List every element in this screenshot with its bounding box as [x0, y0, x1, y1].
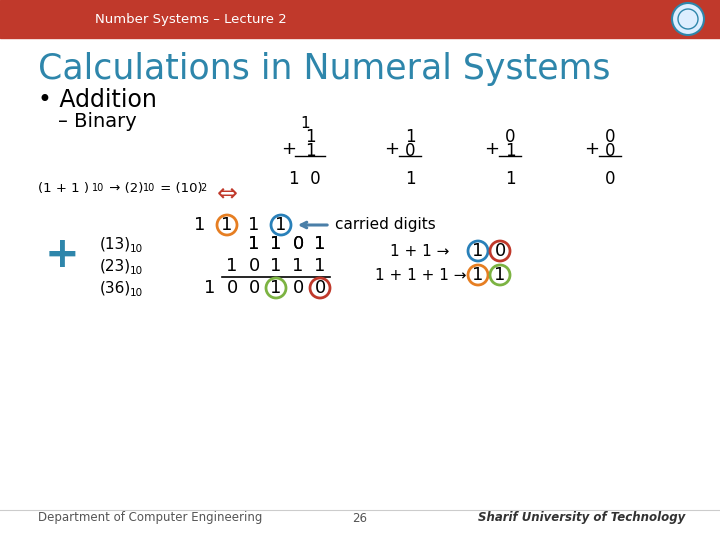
Text: +: + [384, 140, 400, 158]
Text: 1: 1 [505, 142, 516, 160]
Text: 1: 1 [275, 216, 287, 234]
Text: → (2): → (2) [105, 182, 143, 195]
Text: (36): (36) [100, 280, 131, 295]
Text: 0: 0 [226, 279, 238, 297]
Text: 1: 1 [292, 257, 304, 275]
Text: 1: 1 [405, 128, 415, 146]
Text: 1: 1 [315, 235, 325, 253]
Text: 10: 10 [130, 288, 143, 298]
Text: 0: 0 [292, 235, 304, 253]
Text: Department of Computer Engineering: Department of Computer Engineering [38, 511, 262, 524]
Text: 1: 1 [300, 116, 310, 131]
Text: 1: 1 [248, 235, 260, 253]
Bar [0, 0, 720, 38]
Text: 1: 1 [204, 279, 216, 297]
Text: Number Systems – Lecture 2: Number Systems – Lecture 2 [95, 12, 287, 25]
Text: 1: 1 [270, 235, 282, 253]
Text: 1  0: 1 0 [289, 170, 321, 188]
Text: +: + [485, 140, 500, 158]
Text: +: + [585, 140, 600, 158]
Text: 1: 1 [405, 170, 415, 188]
Text: 2: 2 [200, 183, 206, 193]
Text: 1: 1 [315, 235, 325, 253]
Text: Calculations in Numeral Systems: Calculations in Numeral Systems [38, 52, 611, 86]
Text: 10: 10 [143, 183, 156, 193]
Text: 0: 0 [292, 235, 304, 253]
Text: 1: 1 [226, 257, 238, 275]
Text: 0: 0 [405, 142, 415, 160]
Text: 0: 0 [605, 170, 616, 188]
Text: 1: 1 [305, 128, 315, 146]
Text: ⇔: ⇔ [217, 181, 238, 205]
Text: 1 + 1 + 1 →: 1 + 1 + 1 → [375, 267, 467, 282]
Text: Sharif University of Technology: Sharif University of Technology [478, 511, 685, 524]
Text: 1: 1 [248, 235, 260, 253]
Text: 1: 1 [194, 216, 206, 234]
Text: (23): (23) [100, 259, 131, 273]
Text: 1: 1 [315, 257, 325, 275]
Text: 0: 0 [248, 279, 260, 297]
Text: 1: 1 [305, 142, 315, 160]
Text: 0: 0 [605, 128, 616, 146]
Text: 1: 1 [270, 235, 282, 253]
Text: 0: 0 [292, 279, 304, 297]
Text: 1: 1 [472, 266, 484, 284]
Text: 1: 1 [270, 257, 282, 275]
Text: +: + [282, 140, 297, 158]
Text: 1 + 1 →: 1 + 1 → [390, 244, 449, 259]
Text: 0: 0 [605, 142, 616, 160]
Text: 1: 1 [505, 170, 516, 188]
Text: (1 + 1 ): (1 + 1 ) [38, 182, 89, 195]
Text: 10: 10 [92, 183, 104, 193]
Text: 0: 0 [248, 257, 260, 275]
Text: carried digits: carried digits [335, 218, 436, 233]
Text: 0: 0 [495, 242, 505, 260]
Text: 0: 0 [505, 128, 516, 146]
Text: • Addition: • Addition [38, 88, 157, 112]
Circle shape [672, 3, 704, 35]
Text: 1: 1 [495, 266, 505, 284]
Text: 0: 0 [315, 279, 325, 297]
Text: 1: 1 [248, 216, 260, 234]
Text: 10: 10 [130, 244, 143, 254]
Text: (13): (13) [100, 237, 131, 252]
Text: = (10): = (10) [156, 182, 202, 195]
Text: 26: 26 [353, 511, 367, 524]
Text: 10: 10 [130, 266, 143, 276]
Text: 1: 1 [472, 242, 484, 260]
Text: 1: 1 [270, 279, 282, 297]
Text: +: + [45, 234, 79, 276]
Text: 1: 1 [221, 216, 233, 234]
Text: – Binary: – Binary [58, 112, 137, 131]
